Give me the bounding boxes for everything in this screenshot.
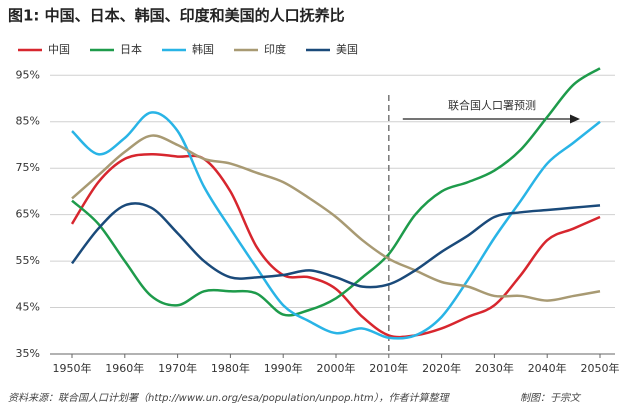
series-line [71,134,601,302]
legend-label: 韩国 [192,42,214,56]
x-tick-label: 2010年 [369,361,408,375]
arrow-head [570,114,580,124]
source: 资料来源：联合国人口计划署（http://www.un.org/esa/popu… [8,392,451,404]
legend-label: 中国 [48,43,70,56]
chart-title: 图1: 中国、日本、韩国、印度和美国的人口抚养比 [8,7,345,25]
x-tick-label: 2020年 [422,361,461,375]
y-tick-label: 95% [16,68,40,81]
x-tick-label: 2030年 [475,361,514,375]
legend-label: 印度 [264,42,286,56]
y-tick-label: 45% [16,301,40,314]
x-tick-label: 1970年 [158,361,197,375]
x-tick-label: 1950年 [53,361,92,375]
series-line [71,67,601,317]
series-line [71,111,601,340]
x-tick-label: 2000年 [317,361,356,375]
x-tick-label: 1960年 [105,361,144,375]
y-tick-label: 35% [16,347,40,360]
series-line [70,152,601,339]
x-tick-label: 2040年 [528,361,567,375]
credit: 制图：于宗文 [520,392,582,404]
x-tick-label: 1990年 [264,361,303,375]
x-tick-label: 2050年 [581,361,620,375]
annotation: 联合国人口署预测 [448,98,536,112]
y-tick-label: 55% [16,254,40,267]
y-tick-label: 65% [16,208,40,221]
y-tick-label: 85% [16,115,40,128]
series-line [71,202,601,289]
legend-label: 美国 [336,43,358,56]
x-tick-label: 1980年 [211,361,250,375]
legend-label: 日本 [120,42,142,56]
y-tick-label: 75% [16,161,40,174]
